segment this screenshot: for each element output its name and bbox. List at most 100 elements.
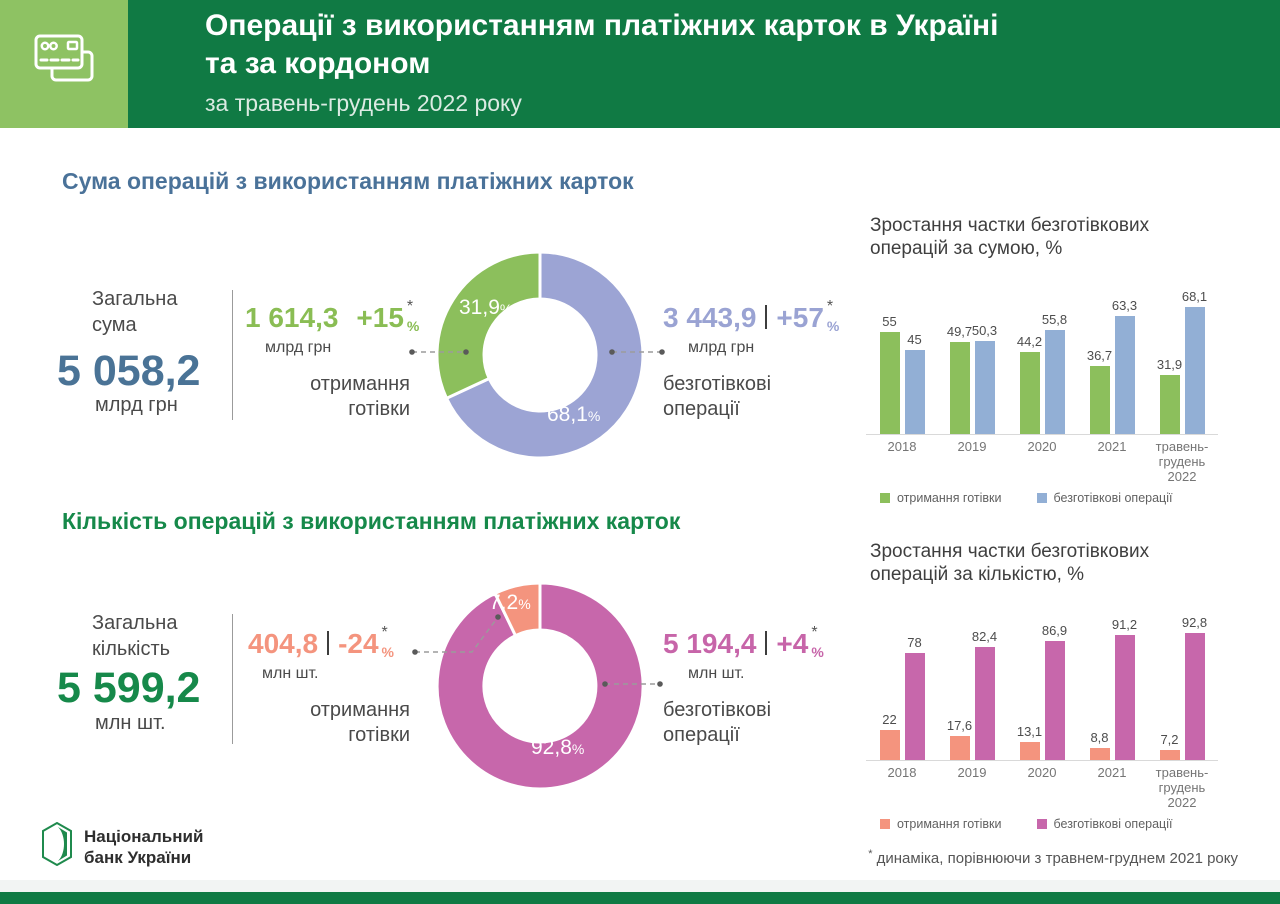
stat-unit: млрд грн [688,339,755,356]
header-title-line1: Операції з використанням платіжних карто… [205,9,999,42]
bar-category-label: 2020 [1027,765,1057,780]
stat-separator [765,305,768,329]
bar-column: 44,2 [1016,334,1043,434]
sum-total-value: 5 058,2 [57,347,201,395]
bar-group: 36,7 63,3 [1078,298,1146,434]
stat-note: * % [406,298,420,334]
bar-category-label: травень- грудень 2022 [1155,439,1209,484]
bar-value-label: 50,3 [971,323,998,338]
bar [1114,316,1135,434]
stat-separator [765,631,768,655]
percent-sign: % [826,318,840,334]
bar-group: 49,7 50,3 [938,323,1006,434]
legend-swatch [880,493,890,503]
bar-column: 68,1 [1182,289,1207,434]
legend-item: безготівкові операції [1036,817,1173,831]
bar [904,350,925,434]
bar-category-label: 2018 [887,765,917,780]
stat-value-line: 5 194,4 +4 * % [663,624,873,660]
bar-column: 45 [904,332,925,434]
legend-label: безготівкові операції [1053,491,1173,505]
bar-column: 17,6 [946,718,973,760]
bar [1044,641,1065,760]
stat-note: * % [382,625,394,660]
sum-section-title: Сума операцій з використанням платіжних … [62,168,634,194]
bar-value-label: 17,6 [946,718,973,733]
bar-column: 50,3 [971,323,998,434]
header-text: Операції з використанням платіжних карто… [205,7,998,117]
stat-label: отримання готівки [310,699,410,746]
stat-value: 3 443,9 [663,302,757,333]
donut-pct-value: 92,8 [531,736,572,759]
legend-swatch [880,819,890,829]
legend-label: безготівкові операції [1053,817,1173,831]
donut-label-cashless-share: 68,1% [547,403,600,427]
donut-pct-value: 31,9 [459,296,500,319]
asterisk: * [811,624,818,641]
sum-bar-chart: Зростання частки безготівкових операцій … [866,214,1218,505]
bar-column: 31,9 [1157,357,1182,434]
bar-value-label: 91,2 [1111,617,1138,632]
donut-label-cash-share: 31,9% [459,296,512,320]
percent-sign: % [499,301,513,317]
bar-value-label: 49,7 [946,324,973,339]
legend-item: отримання готівки [880,817,1002,831]
stat-value: 1 614,3 [245,302,339,333]
asterisk: * [406,298,414,315]
bar [1089,748,1110,760]
percent-sign: % [571,741,585,757]
bar [1019,352,1040,434]
count-total-value: 5 599,2 [57,664,201,712]
stat-unit: млрд грн [265,339,332,356]
bar-category-label: 2021 [1097,439,1127,454]
sum-cashless-stat: 3 443,9 +57 * % млрд грн безготівкові оп… [663,299,873,422]
stat-value: 404,8 [248,628,319,659]
count-section-title: Кількість операцій з використанням платі… [62,508,681,534]
bar-group: 7,2 92,8 [1148,615,1216,760]
bar [1159,375,1180,434]
bar-category-label: 2021 [1097,765,1127,780]
vertical-divider [232,614,233,744]
header-subtitle: за травень-грудень 2022 року [205,90,522,116]
bar-column: 78 [904,635,925,760]
bar-chart-categories: 2018 2019 2020 2021 травень- грудень 2022 [866,439,1218,484]
vertical-divider [232,290,233,420]
payment-cards-icon [26,24,102,105]
bar-column: 86,9 [1042,623,1067,760]
bar-chart-legend: отримання готівки безготівкові операції [880,817,1218,831]
bar-column: 92,8 [1182,615,1207,760]
bar-column: 63,3 [1112,298,1137,434]
stat-label: безготівкові операції [663,699,772,746]
bar-value-label: 44,2 [1016,334,1043,349]
bar [949,736,970,760]
footnote-text: динаміка, порівнюючи з травнем-груднем 2… [876,850,1238,867]
count-total-label: Загальна кількість [92,612,178,660]
donut-label-cash-share: 7,2% [489,591,531,615]
stat-delta: +15 [356,302,404,333]
legend-item: отримання готівки [880,491,1002,505]
bar-chart-plot: 22 78 17,6 82,4 13,1 86,9 8,8 91,2 7,2 92,8 [866,602,1218,761]
bar-column: 36,7 [1087,348,1112,434]
nbu-logo-text: Національний банк України [84,826,204,867]
percent-sign: % [406,318,420,334]
bar [1044,330,1065,434]
bar-value-label: 55,8 [1041,312,1068,327]
stat-delta: +4 [776,628,809,659]
count-cash-stat: 404,8 -24 * % млн шт. отримання готівки [248,625,410,748]
header-icon-box [0,0,128,128]
legend-label: отримання готівки [897,491,1002,505]
stat-value-line: 1 614,3 +15 * % [245,299,419,334]
stat-value-line: 3 443,9 +57 * % [663,299,873,334]
count-total-unit: млн шт. [95,712,166,734]
percent-sign: % [587,408,601,424]
bar [904,653,925,760]
bar-column: 55 [879,314,900,434]
bar-group: 55 45 [868,314,936,434]
bar-value-label: 55 [882,314,897,329]
sum-total-unit: млрд грн [95,394,178,416]
bar [1184,307,1205,434]
bar-group: 22 78 [868,635,936,760]
bar [879,730,900,760]
donut-slice [445,250,645,460]
stat-value-line: 404,8 -24 * % [248,625,410,660]
